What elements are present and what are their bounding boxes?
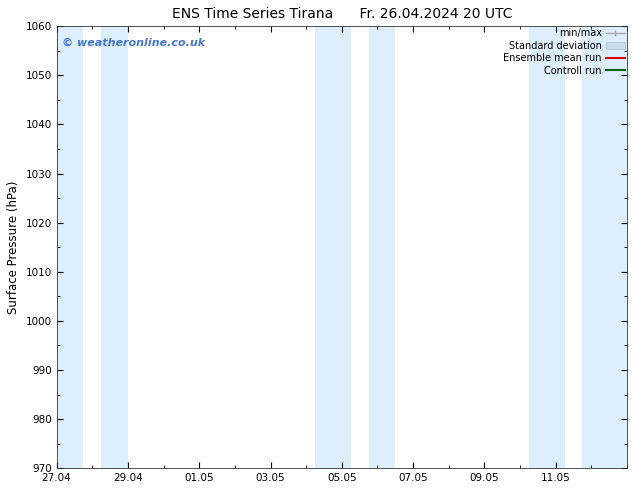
- Title: ENS Time Series Tirana      Fr. 26.04.2024 20 UTC: ENS Time Series Tirana Fr. 26.04.2024 20…: [172, 7, 512, 21]
- Legend: min/max, Standard deviation, Ensemble mean run, Controll run: min/max, Standard deviation, Ensemble me…: [503, 28, 625, 75]
- Bar: [56, 26, 83, 468]
- Bar: [315, 26, 351, 468]
- Bar: [368, 26, 396, 468]
- Bar: [583, 26, 627, 468]
- Text: © weatheronline.co.uk: © weatheronline.co.uk: [62, 37, 205, 48]
- Y-axis label: Surface Pressure (hPa): Surface Pressure (hPa): [7, 180, 20, 314]
- Bar: [101, 26, 128, 468]
- Bar: [529, 26, 565, 468]
